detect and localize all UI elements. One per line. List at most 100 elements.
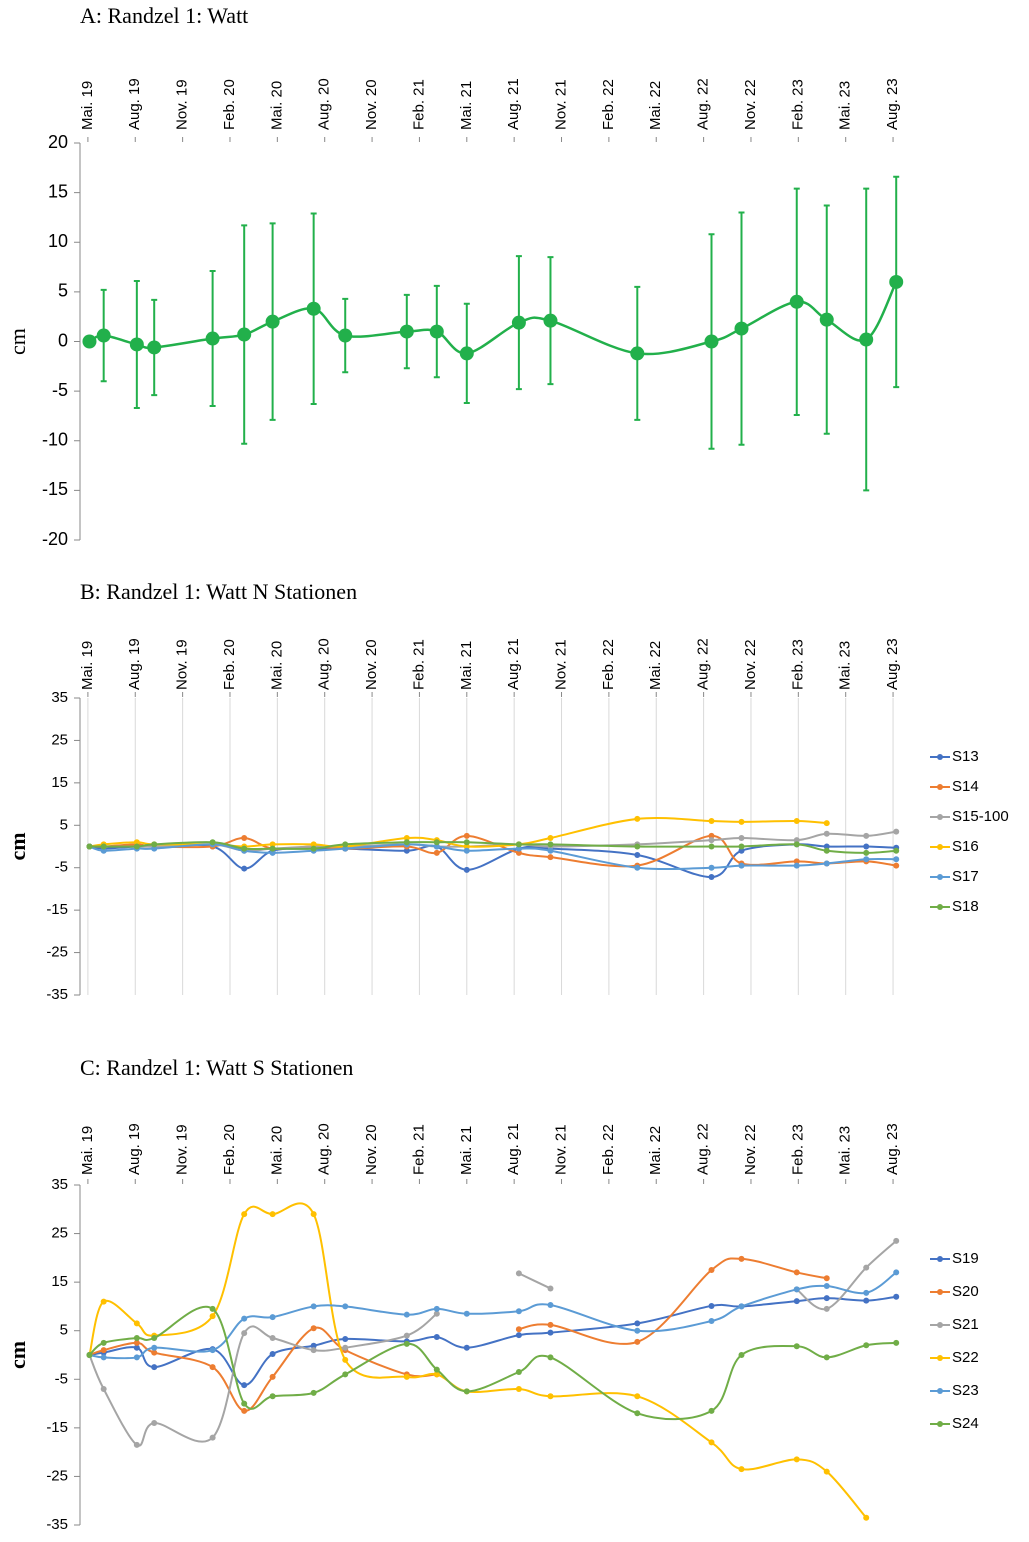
- x-tick-label: Aug. 19: [126, 1123, 143, 1175]
- data-point: [133, 1335, 140, 1341]
- chart-title: C: Randzel 1: Watt S Stationen: [80, 1055, 353, 1080]
- data-point: [634, 1327, 641, 1334]
- y-tick-label: 35: [51, 1176, 68, 1193]
- data-point: [310, 1342, 317, 1349]
- data-point: [547, 1329, 554, 1336]
- data-point: [793, 858, 800, 865]
- x-tick-label: Nov. 22: [742, 639, 759, 690]
- data-point: [863, 832, 870, 839]
- data-point: [241, 835, 248, 842]
- data-point: [793, 1298, 800, 1305]
- data-point: [433, 1305, 440, 1312]
- legend-label: S24: [952, 1415, 979, 1432]
- data-point: [515, 1326, 522, 1333]
- data-point: [463, 843, 470, 850]
- data-point: [793, 1456, 800, 1463]
- x-tick-label: Nov. 19: [174, 1124, 191, 1175]
- data-point: [708, 1318, 715, 1324]
- data-point: [708, 818, 715, 825]
- data-point: [433, 843, 440, 850]
- data-point: [463, 839, 470, 846]
- x-tick-label: Aug. 20: [316, 1123, 333, 1175]
- data-point: [403, 1311, 410, 1318]
- data-point: [823, 1354, 830, 1361]
- data-point: [634, 1320, 641, 1327]
- data-point: [342, 1356, 349, 1363]
- data-point: [269, 1373, 276, 1380]
- data-point: [738, 818, 745, 825]
- x-tick-label: Feb. 20: [221, 79, 238, 130]
- x-tick-label: Aug. 23: [884, 638, 901, 690]
- x-tick-label: Aug. 21: [505, 638, 522, 690]
- data-point: [342, 845, 349, 852]
- data-point: [86, 1352, 93, 1358]
- data-point: [863, 1264, 870, 1271]
- data-point: [893, 1237, 900, 1244]
- x-tick-label: Mai. 19: [79, 641, 96, 690]
- legend-marker: [937, 1322, 943, 1328]
- x-tick-label: Mai. 21: [458, 1126, 475, 1175]
- data-point: [133, 1320, 140, 1327]
- data-point: [708, 864, 715, 871]
- y-tick-label: 35: [51, 689, 68, 706]
- data-point: [463, 1344, 470, 1351]
- data-point: [708, 843, 715, 850]
- y-tick-label: -25: [46, 1467, 68, 1484]
- x-tick-label: Nov. 20: [363, 79, 380, 130]
- data-point: [863, 1297, 870, 1304]
- data-point: [205, 331, 220, 346]
- data-point: [342, 1303, 349, 1310]
- data-point: [543, 313, 558, 328]
- legend-marker: [937, 1421, 943, 1427]
- x-tick-label: Aug. 21: [505, 1123, 522, 1175]
- data-point: [433, 1366, 440, 1373]
- data-point: [823, 1295, 830, 1302]
- legend-marker: [937, 814, 943, 820]
- data-point: [82, 334, 97, 349]
- data-point: [863, 856, 870, 863]
- data-point: [630, 346, 645, 361]
- data-point: [310, 1325, 317, 1332]
- data-point: [734, 321, 749, 336]
- x-tick-label: Aug. 20: [316, 78, 333, 130]
- x-tick-label: Aug. 22: [695, 638, 712, 690]
- data-point: [133, 1339, 140, 1346]
- x-tick-label: Aug. 22: [695, 78, 712, 130]
- data-point: [403, 1332, 410, 1339]
- data-point: [133, 1441, 140, 1448]
- data-point: [147, 340, 162, 355]
- data-point: [823, 1275, 830, 1282]
- data-point: [403, 1340, 410, 1347]
- data-point: [893, 862, 900, 869]
- x-tick-label: Feb. 22: [600, 1124, 617, 1175]
- data-point: [793, 1269, 800, 1276]
- data-point: [863, 843, 870, 850]
- data-point: [738, 1303, 745, 1310]
- data-point: [893, 828, 900, 835]
- legend-marker: [937, 904, 943, 910]
- data-point: [893, 856, 900, 863]
- data-point: [133, 843, 140, 850]
- data-point: [515, 849, 522, 856]
- data-point: [209, 1305, 216, 1312]
- data-point: [269, 1314, 276, 1321]
- data-point: [241, 1330, 248, 1337]
- x-tick-label: Feb. 20: [221, 639, 238, 690]
- data-point: [463, 1310, 470, 1317]
- data-point: [306, 301, 321, 316]
- data-point: [634, 864, 641, 871]
- series-line: [88, 1305, 897, 1421]
- y-tick-label: 0: [58, 330, 68, 350]
- x-tick-label: Mai. 22: [647, 641, 664, 690]
- legend-label: S18: [952, 898, 979, 915]
- chart-title: A: Randzel 1: Watt: [80, 3, 248, 28]
- data-point: [265, 314, 280, 329]
- legend-label: S16: [952, 838, 979, 855]
- x-tick-label: Nov. 21: [552, 639, 569, 690]
- data-point: [403, 1373, 410, 1380]
- legend-marker: [937, 1355, 943, 1361]
- legend-label: S15-100: [952, 808, 1009, 825]
- legend-marker: [937, 844, 943, 850]
- data-point: [241, 1400, 248, 1407]
- data-point: [889, 274, 904, 289]
